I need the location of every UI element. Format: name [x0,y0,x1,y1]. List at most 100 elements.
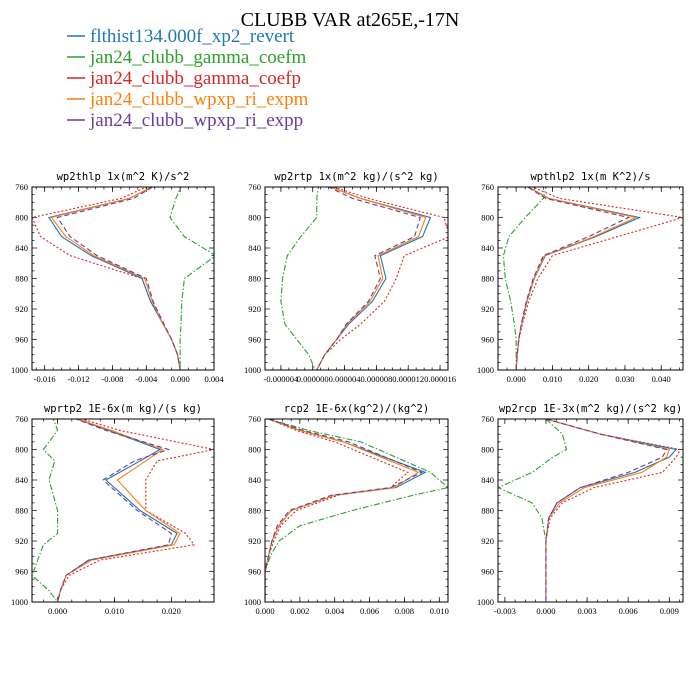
series-line-4 [57,419,181,602]
series-line-5 [57,419,172,602]
y-tick-label: 1000 [11,597,28,607]
y-tick-label: 800 [481,445,494,455]
series-group [265,419,448,602]
series-group [498,419,682,602]
x-tick-label: 0.002 [290,606,309,616]
y-tick-label: 760 [15,414,28,424]
legend-entry: flthist134.000f_xp2_revert [67,26,295,47]
y-tick-label: 960 [248,335,261,345]
series-line-5 [515,187,631,370]
y-tick-label: 1000 [244,597,261,607]
x-tick-label: 0.020 [162,606,181,616]
y-tick-label: 920 [481,304,494,314]
legend-entry: jan24_clubb_gamma_coefm [67,47,307,68]
series-line-2 [502,187,547,370]
series-line-5 [545,419,668,602]
x-tick-label: 0.000000 [297,374,329,384]
y-tick-label: 760 [481,182,494,192]
series-line-1 [48,187,181,370]
legend-entry: jan24_clubb_gamma_coefp [67,68,301,89]
y-tick-label: 960 [15,335,28,345]
y-tick-label: 880 [481,274,494,284]
panels-grid: wp2thlp 1x(m^2 K)/s^2 760 800 840 880 920 960 1… [11,171,684,616]
y-tick-label: 840 [248,243,261,253]
series-group [280,187,448,370]
legend-label: jan24_clubb_gamma_coefm [89,47,307,68]
series-line-4 [545,419,671,602]
x-tick-label: 0.008 [395,606,414,616]
y-tick-label: 920 [15,304,28,314]
y-tick-label: 880 [15,506,28,516]
x-tick-label: -0.008 [101,374,123,384]
series-group [502,187,683,370]
x-tick-label: -0.016 [34,374,56,384]
y-tick-label: 760 [248,414,261,424]
series-line-5 [265,419,424,602]
y-tick-label: 1000 [477,597,494,607]
legend-label: jan24_clubb_wpxp_ri_expp [89,110,303,131]
series-line-4 [515,187,638,370]
y-tick-label: 800 [15,445,28,455]
y-tick-label: 760 [248,182,261,192]
series-line-2 [32,419,59,602]
x-tick-label: 0.000016 [424,374,456,384]
x-tick-label: 0.020 [579,374,598,384]
x-tick-label: 0.000012 [392,374,424,384]
panel-6: wp2rcp 1E-3x(m^2 kg)/(s^2 kg) 760 800 840 88… [477,403,684,616]
series-group [32,187,214,370]
plot-frame [497,186,684,371]
y-tick-label: 1000 [11,365,28,375]
panel-2: wp2rtp 1x(m^2 kg)/(s^2 kg) 760 800 840 880 92… [244,171,456,384]
series-line-2 [169,187,214,370]
series-line-2 [280,187,320,370]
y-tick-label: 920 [481,536,494,546]
panel-1: wp2thlp 1x(m^2 K)/s^2 760 800 840 880 920 960 1… [11,171,224,384]
y-tick-label: 1000 [477,365,494,375]
y-tick-label: 840 [15,475,28,485]
plot-frame [31,418,215,603]
plot-frame [31,186,215,371]
x-tick-label: -0.004 [135,374,158,384]
legend-entry: jan24_clubb_wpxp_ri_expm [67,89,309,110]
legend-entry: jan24_clubb_wpxp_ri_expp [67,110,303,131]
y-tick-label: 920 [15,536,28,546]
figure-title: CLUBB VAR at265E,-17N [241,9,460,31]
y-tick-label: 960 [15,567,28,577]
panel-title: wp2thlp 1x(m^2 K)/s^2 [57,171,190,183]
plot-frame [264,418,449,603]
panel-title: rcp2 1E-6x(kg^2)/(kg^2) [284,403,429,415]
series-line-2 [498,419,568,602]
x-tick-label: -0.003 [494,606,516,616]
x-tick-label: 0.003 [578,606,597,616]
series-group [32,419,214,602]
y-tick-label: 880 [481,506,494,516]
y-tick-label: 840 [15,243,28,253]
series-line-3 [265,419,409,602]
plot-frame [497,418,684,603]
y-tick-label: 880 [248,506,261,516]
legend-label: jan24_clubb_wpxp_ri_expm [89,89,309,110]
x-tick-label: 0.000 [507,374,526,384]
y-tick-label: 840 [481,475,494,485]
series-line-3 [57,419,214,602]
x-tick-label: 0.000 [48,606,67,616]
x-tick-label: 0.010 [430,606,449,616]
y-tick-label: 960 [248,567,261,577]
x-tick-label: 0.040 [652,374,671,384]
series-line-2 [265,419,448,602]
y-tick-label: 920 [248,304,261,314]
y-tick-label: 1000 [244,365,261,375]
x-tick-label: 0.000004 [329,374,362,384]
panel-title: wprtp2 1E-6x(m kg)/(s kg) [44,403,202,415]
panel-4: wprtp2 1E-6x(m kg)/(s kg) 760 800 840 880 920… [11,403,215,616]
series-line-4 [265,419,420,602]
series-line-3 [32,187,181,370]
series-line-5 [316,187,421,370]
y-tick-label: 880 [15,274,28,284]
legend: flthist134.000f_xp2_revertjan24_clubb_ga… [67,26,309,131]
y-tick-label: 880 [248,274,261,284]
series-line-3 [316,187,448,370]
x-tick-label: -0.012 [68,374,90,384]
legend-label: jan24_clubb_gamma_coefp [89,68,301,89]
